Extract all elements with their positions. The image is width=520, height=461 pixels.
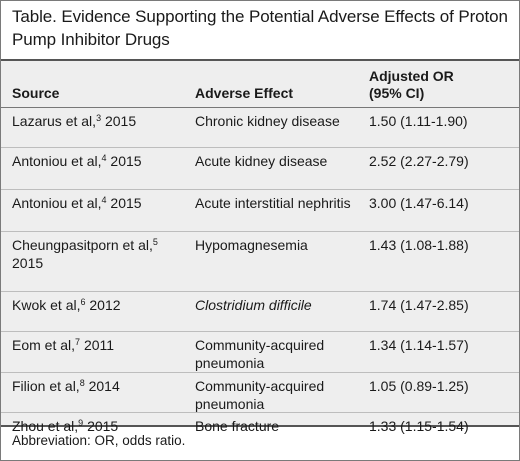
cell-adjusted-or: 1.05 (0.89-1.25)	[369, 378, 469, 394]
reference-number: 5	[152, 237, 158, 247]
reference-number: 7	[75, 337, 81, 347]
cell-adverse-effect: Acute kidney disease	[195, 153, 328, 169]
table-row: Antoniou et al,4 2015 Acute interstitial …	[1, 189, 519, 232]
source-author: Zhou et al,	[12, 418, 79, 434]
cell-source: Filion et al,8 2014	[12, 377, 182, 395]
cell-source: Zhou et al,9 2015	[12, 417, 182, 435]
source-author: Cheungpasitporn et al,	[12, 237, 153, 253]
cell-adverse-effect: Bone fracture	[195, 418, 280, 434]
cell-source: Eom et al,7 2011	[12, 336, 182, 354]
cell-adverse-effect: Chronic kidney disease	[195, 113, 340, 129]
cell-adjusted-or: 3.00 (1.47-6.14)	[369, 195, 469, 211]
reference-number: 3	[96, 113, 102, 123]
reference-number: 4	[101, 195, 107, 205]
cell-source: Antoniou et al,4 2015	[12, 152, 182, 170]
source-author: Antoniou et al,	[12, 153, 102, 169]
source-year: 2015	[87, 418, 119, 434]
cell-source: Kwok et al,6 2012	[12, 296, 182, 314]
reference-number: 4	[101, 153, 107, 163]
source-author: Eom et al,	[12, 337, 76, 353]
source-year: 2015	[104, 113, 137, 129]
cell-adjusted-or: 2.52 (2.27-2.79)	[369, 153, 469, 169]
cell-adjusted-or: 1.50 (1.11-1.90)	[369, 113, 468, 129]
table-title: Table. Evidence Supporting the Potential…	[12, 7, 508, 49]
table-header: Source Adverse Effect Adjusted OR (95% C…	[1, 61, 519, 108]
header-or-line1: Adjusted OR	[369, 68, 454, 84]
reference-number: 6	[80, 297, 86, 307]
evidence-table: Source Adverse Effect Adjusted OR (95% C…	[1, 59, 519, 434]
source-author: Lazarus et al,	[12, 113, 97, 129]
source-year: 2011	[83, 337, 115, 353]
header-source: Source	[12, 85, 60, 101]
table-row: Cheungpasitporn et al,5 2015 Hypomagnesem…	[1, 231, 519, 292]
source-author: Kwok et al,	[12, 297, 81, 313]
reference-number: 9	[78, 418, 84, 428]
cell-adverse-effect: Acute interstitial nephritis	[195, 195, 351, 211]
source-year: 2015	[12, 255, 44, 271]
cell-adjusted-or: 1.34 (1.14-1.57)	[369, 337, 469, 353]
source-author: Antoniou et al,	[12, 195, 102, 211]
cell-adverse-effect: Community-acquired pneumonia	[195, 337, 325, 371]
header-or-line2: (95% CI)	[369, 85, 425, 101]
cell-adjusted-or: 1.43 (1.08-1.88)	[369, 237, 469, 253]
cell-adjusted-or: 1.74 (1.47-2.85)	[369, 297, 469, 313]
header-adjusted-or: Adjusted OR (95% CI)	[369, 68, 454, 102]
cell-source: Cheungpasitporn et al,5 2015	[12, 236, 182, 272]
source-year: 2014	[88, 378, 120, 394]
table-row: Kwok et al,6 2012 Clostridium difficile 1.…	[1, 291, 519, 332]
cell-adverse-effect: Clostridium difficile	[195, 297, 312, 313]
cell-adverse-effect: Hypomagnesemia	[195, 237, 308, 253]
table-row: Filion et al,8 2014 Community-acquired pn…	[1, 372, 519, 413]
table-row: Antoniou et al,4 2015 Acute kidney diseas…	[1, 147, 519, 190]
cell-adjusted-or: 1.33 (1.15-1.54)	[369, 418, 469, 434]
reference-number: 8	[79, 378, 85, 388]
source-year: 2015	[110, 195, 142, 211]
header-adverse-effect: Adverse Effect	[195, 85, 294, 101]
cell-source: Antoniou et al,4 2015	[12, 194, 182, 212]
cell-adverse-effect: Community-acquired pneumonia	[195, 378, 325, 412]
table-row: Lazarus et al,3 2015 Chronic kidney disea…	[1, 107, 519, 148]
source-year: 2015	[110, 153, 142, 169]
source-year: 2012	[89, 297, 121, 313]
cell-source: Lazarus et al,3 2015	[12, 112, 182, 130]
table-footnote: Abbreviation: OR, odds ratio.	[12, 433, 186, 448]
table-row: Eom et al,7 2011 Community-acquired pneum…	[1, 331, 519, 373]
source-author: Filion et al,	[12, 378, 80, 394]
table-row: Zhou et al,9 2015 Bone fracture 1.33 (1.15…	[1, 412, 519, 452]
